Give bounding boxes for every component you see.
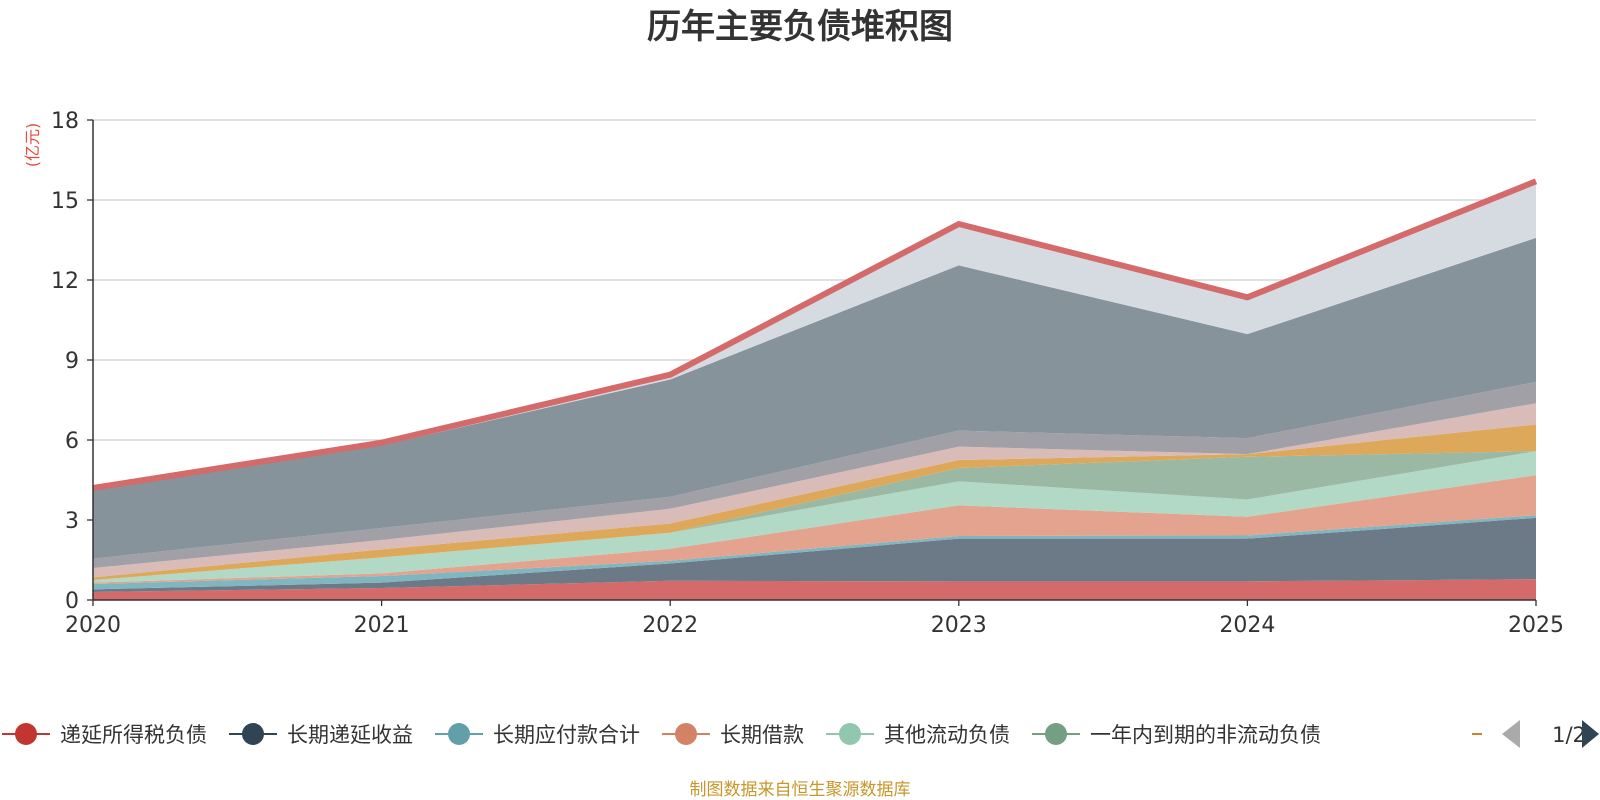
x-tick-label: 2022 [642,613,698,638]
x-tick-label: 2024 [1219,613,1275,638]
area-series [93,517,1536,592]
legend-label: 长期应付款合计 [493,723,640,747]
legend-page-indicator: 1/2 [1552,723,1586,747]
legend-dot-icon [675,723,697,745]
y-tick-label: 3 [65,509,79,534]
y-tick-label: 6 [65,429,79,454]
legend-dot-icon [1045,723,1067,745]
legend-label: 长期递延收益 [287,723,413,747]
chart-title: 历年主要负债堆积图 [647,7,953,47]
legend-item[interactable]: 其他流动负债 [826,723,1010,747]
area-series [93,451,1536,580]
x-tick-label: 2020 [65,613,121,638]
total-line [92,178,1538,491]
legend: 递延所得税负债 长期递延收益 长期应付款合计 长期借款 其他流动负债 一年内到期的非流动负… [2,720,1599,748]
area-series [93,403,1536,578]
y-tick-label: 15 [51,189,79,214]
y-tick-label: 18 [51,109,79,134]
legend-prev-icon[interactable] [1502,720,1520,748]
y-tick-label: 12 [51,269,79,294]
legend-label: 长期借款 [720,723,804,747]
legend-item[interactable]: 递延所得税负债 [2,723,207,747]
area-series [93,515,1536,590]
x-tick-label: 2021 [354,613,410,638]
legend-dot-icon [448,723,470,745]
legend-label: 递延所得税负债 [60,723,207,747]
legend-item[interactable]: 长期应付款合计 [435,723,640,747]
area-series [93,237,1536,559]
area-series [93,475,1536,584]
legend-item[interactable]: 长期递延收益 [229,723,413,747]
area-series [93,381,1536,568]
y-tick-label: 9 [65,349,79,374]
legend-label: 一年内到期的非流动负债 [1090,723,1321,747]
y-tick-label: 0 [65,589,79,614]
legend-item[interactable]: 一年内到期的非流动负债 [1032,723,1321,747]
legend-label: 其他流动负债 [884,723,1010,747]
x-tick-label: 2025 [1508,613,1564,638]
legend-next-icon[interactable] [1582,720,1599,748]
legend-dot-icon [15,723,37,745]
area-series [93,579,1536,600]
source-note: 制图数据来自恒生聚源数据库 [690,780,911,800]
legend-item[interactable]: 长期借款 [662,723,804,747]
stacked-areas [92,178,1538,600]
y-axis-unit: (亿元) [23,123,42,168]
area-series [93,451,1536,583]
legend-dot-icon [242,723,264,745]
x-tick-label: 2023 [931,613,987,638]
area-series [93,424,1536,580]
axes: 0 3 6 9 12 15 18 2020 2021 2022 2023 2024 2025 [51,109,1564,638]
legend-dot-icon [839,723,861,745]
